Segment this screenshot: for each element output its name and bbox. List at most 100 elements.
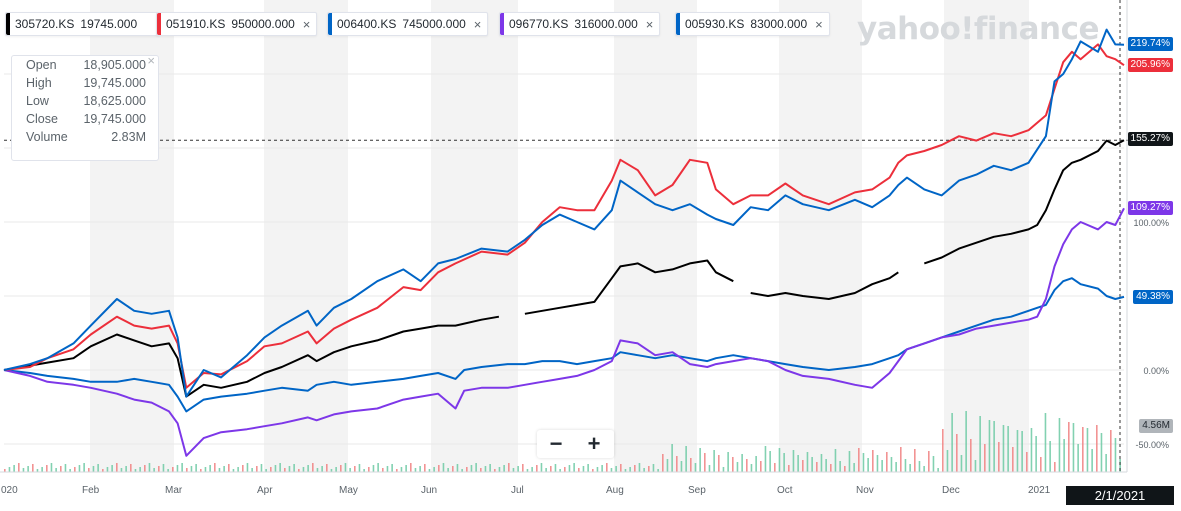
volume-bar <box>909 464 911 472</box>
volume-bar <box>554 464 557 472</box>
x-tick-label: Nov <box>856 485 874 496</box>
legend-pill-305720[interactable]: 305720.KS 19745.000 × <box>5 12 160 36</box>
volume-bar <box>629 467 631 472</box>
series-line-051910 <box>3 43 1125 389</box>
volume-bar <box>704 453 706 472</box>
volume-bar <box>172 467 174 472</box>
volume-bar <box>867 458 869 472</box>
close-icon[interactable]: × <box>815 16 823 32</box>
volume-bar <box>741 454 743 472</box>
volume-bar <box>438 465 440 472</box>
volume-bar <box>321 466 323 472</box>
volume-bar <box>405 465 407 472</box>
volume-bar <box>326 464 328 472</box>
zoom-in-button[interactable]: + <box>587 431 601 456</box>
volume-bar <box>340 465 342 472</box>
volume-bar <box>1054 462 1056 472</box>
close-icon[interactable]: × <box>147 53 155 68</box>
volume-bar <box>624 469 627 472</box>
volume-bar <box>872 450 874 472</box>
zoom-control: − + <box>537 430 614 458</box>
volume-bar <box>270 467 272 472</box>
tooltip-label: Open <box>26 58 57 72</box>
volume-bar <box>587 464 589 472</box>
pill-symbol: 051910.KS <box>166 17 226 31</box>
volume-bar <box>564 467 566 472</box>
x-tick-label: Feb <box>82 485 100 496</box>
volume-bar <box>634 465 636 472</box>
volume-bar <box>517 466 519 472</box>
volume-bar <box>648 466 650 472</box>
volume-bar <box>1105 454 1107 472</box>
volume-bar <box>223 466 225 472</box>
volume-bar <box>914 449 916 472</box>
volume-bar <box>965 411 967 472</box>
volume-bar <box>839 461 841 472</box>
tooltip-value: 2.83M <box>111 130 146 144</box>
volume-bar <box>1063 439 1065 472</box>
volume-bar <box>78 465 81 472</box>
month-band <box>614 0 697 472</box>
volume-bar <box>36 469 39 472</box>
volume-bar <box>274 465 277 472</box>
volume-bar <box>400 467 403 472</box>
volume-bar <box>1030 428 1033 472</box>
month-band <box>779 0 862 472</box>
yahoo-finance-watermark: yahoo!finance <box>857 11 1100 47</box>
volume-bar <box>489 464 491 472</box>
volume-bar <box>55 468 57 472</box>
volume-bar <box>596 467 599 472</box>
volume-bar <box>176 465 179 472</box>
volume-bar <box>540 463 543 472</box>
x-tick-label: Sep <box>688 485 706 496</box>
volume-bar <box>214 463 216 472</box>
month-band <box>431 0 518 472</box>
volume-bar <box>265 469 267 472</box>
volume-bar <box>307 465 309 472</box>
tooltip-row-high: High 19,745.000 <box>12 74 158 92</box>
legend-pill-096770[interactable]: 096770.KS 316000.000 × <box>499 12 661 36</box>
zoom-out-button[interactable]: − <box>549 431 563 456</box>
volume-bar <box>358 464 361 472</box>
volume-bar <box>200 469 202 472</box>
volume-bar <box>186 468 188 472</box>
volume-bar <box>755 456 757 472</box>
volume-bar <box>120 468 123 472</box>
volume-bar <box>111 465 113 472</box>
volume-bar <box>811 457 813 472</box>
volume-bar <box>130 464 132 472</box>
volume-bar <box>699 448 701 472</box>
volume-bar <box>144 465 146 472</box>
close-icon[interactable]: × <box>645 16 654 32</box>
volume-bar <box>746 459 748 472</box>
volume-bar <box>293 464 295 472</box>
volume-bar <box>559 469 561 472</box>
volume-bar <box>279 463 281 472</box>
tooltip-row-open: Open 18,905.000 <box>12 56 158 74</box>
volume-bar <box>494 469 496 472</box>
volume-bar <box>545 468 547 472</box>
volume-bar <box>97 464 99 472</box>
volume-bar <box>8 467 11 472</box>
volume-bar <box>447 468 449 472</box>
volume-bar <box>363 469 365 472</box>
legend-pill-006400[interactable]: 006400.KS 745000.000 × <box>327 12 489 36</box>
volume-bar <box>666 459 669 472</box>
volume-bar <box>46 465 48 472</box>
volume-bar <box>853 463 855 472</box>
volume-bar <box>162 464 165 472</box>
volume-bar <box>881 460 883 472</box>
volume-bar <box>377 463 379 472</box>
x-tick-label: 2021 <box>1028 485 1051 496</box>
volume-bar <box>134 469 137 472</box>
y-tick-label: 0.00% <box>1143 366 1169 376</box>
close-icon[interactable]: × <box>473 16 482 32</box>
legend-pill-051910[interactable]: 051910.KS 950000.000 × <box>156 12 318 36</box>
x-tick-label: May <box>339 485 358 496</box>
close-icon[interactable]: × <box>302 16 311 32</box>
volume-bar <box>382 468 384 472</box>
legend-pill-005930[interactable]: 005930.KS 83000.000 × <box>675 12 830 36</box>
volume-bar <box>956 434 958 472</box>
x-tick-label: Jun <box>421 485 438 496</box>
